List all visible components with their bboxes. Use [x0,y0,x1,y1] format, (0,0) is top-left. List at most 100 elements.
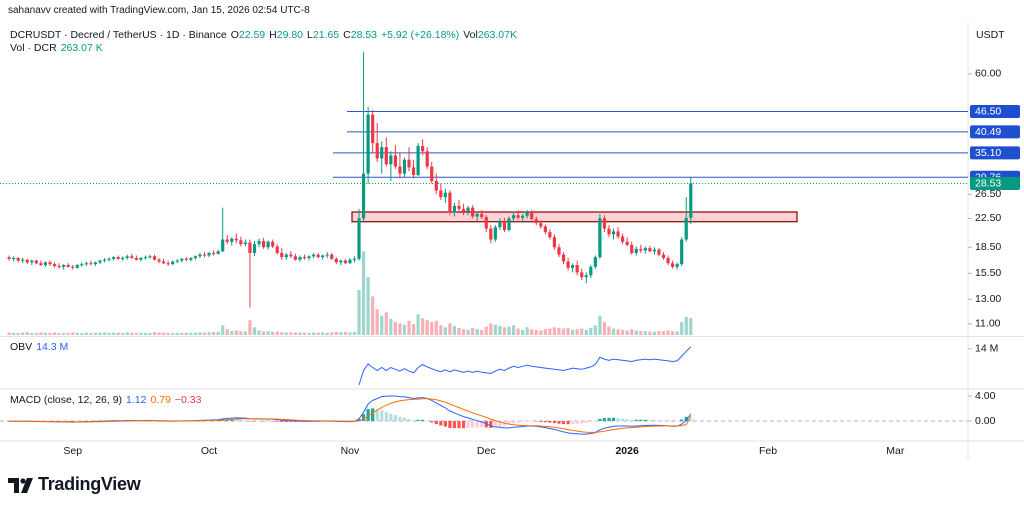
volume-bar [375,309,379,335]
candle-body [116,257,120,259]
obv-line [358,346,692,386]
histogram-bar [84,420,88,422]
volume-bar [543,329,547,335]
candle-body [71,266,75,268]
candle-body [684,217,688,240]
obv-legend: OBV 14.3 M [10,341,72,353]
histogram-bar [243,420,248,421]
volume-bar [166,332,170,335]
candle-body [384,147,388,165]
brand: TradingView [38,474,141,494]
candle-body [16,258,20,261]
candle-body [598,218,602,258]
volume-bar [602,322,607,335]
candle-body [630,244,634,253]
volume-bar [21,332,25,335]
candle-body [257,241,261,245]
candle-body [502,221,507,231]
histogram-bar [434,421,438,425]
volume-bar [298,332,302,335]
candle-body [180,258,184,261]
volume-bar [498,325,502,335]
volume-bar [593,325,597,335]
level-tag [970,104,1020,118]
y-tick-label: 22.50 [975,212,1001,224]
candle-body [248,242,252,253]
volume-bar [152,332,157,335]
candle-body [75,265,79,268]
candle-body [311,254,316,257]
candle-body [348,259,352,264]
histogram-bar [539,421,543,422]
candle-body [439,190,443,198]
candle-body [284,254,288,258]
volume-bar [380,315,384,335]
candle-body [389,155,393,165]
histogram-bar [589,421,593,423]
volume-bar [52,332,57,335]
volume-bar [407,320,411,335]
candle-body [157,259,161,262]
histogram-bar [634,419,638,421]
candle-body [352,258,357,260]
price-tag [970,176,1020,190]
histogram-bar [461,421,466,429]
legend-key: H [269,29,277,41]
candle-body [493,227,497,240]
histogram-bar [266,421,270,422]
volume-bar [666,330,670,335]
candle-body [507,218,511,231]
candle-body [107,258,111,260]
candle-body [530,212,534,220]
volume-bar [330,332,334,335]
volume-bar [16,333,20,335]
level-label: 46.50 [975,106,1001,118]
volume-bar [48,332,52,335]
volume-bar [289,332,293,335]
histogram-bar [252,421,257,422]
histogram-bar [275,421,279,422]
volume-bar [648,331,652,335]
volume-bar [107,332,111,335]
volume-bar [193,332,198,335]
volume-bar [580,328,584,335]
candle-body [271,241,275,247]
candle-body [521,215,525,218]
histogram-bar [652,420,657,421]
histogram-bar [89,420,93,422]
volume-bar [207,332,211,335]
histogram-bar [561,421,566,425]
candle-body [316,254,320,258]
histogram-bar [371,408,375,421]
candle-body [189,258,193,260]
candle-body [21,259,25,261]
volume-bar [452,325,457,335]
candle-body [39,263,43,266]
candle-body [571,265,575,268]
histogram-bar [671,421,675,422]
histogram-bar [666,421,670,422]
candle-body [448,192,452,213]
volume-bar [112,332,116,335]
volume-bar [439,325,443,335]
volume-bar [198,332,202,335]
legend-value: 22.59 [238,29,266,41]
histogram-bar [680,419,684,421]
candle-body [221,239,225,252]
candle-body [12,258,16,260]
candle-body [89,263,93,265]
volume-bar [398,323,402,335]
legend-value: 29.80 [276,29,304,41]
y-tick-label: 11.00 [975,318,1001,330]
volume-bar [302,332,307,335]
volume-bar [307,332,311,335]
volume-bar [421,318,425,335]
volume-bar [175,332,179,335]
candle-body [466,207,470,212]
candle-body [380,147,384,159]
candle-body [452,205,457,213]
zone [351,211,798,223]
histogram-bar [375,409,379,421]
obv-title: OBV [10,341,33,353]
